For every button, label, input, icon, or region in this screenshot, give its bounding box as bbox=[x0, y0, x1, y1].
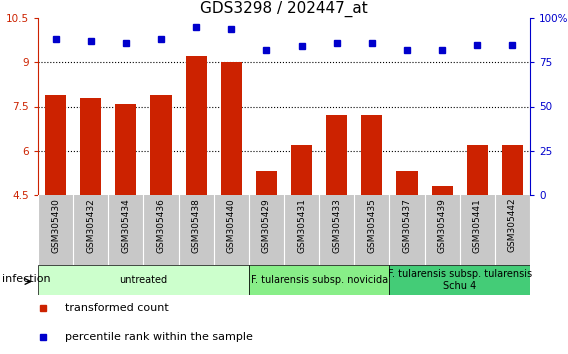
Text: GSM305431: GSM305431 bbox=[297, 198, 306, 253]
Bar bbox=[326, 115, 347, 195]
Bar bbox=[80, 98, 101, 195]
Bar bbox=[396, 171, 417, 195]
Bar bbox=[502, 145, 523, 195]
Bar bbox=[186, 56, 207, 195]
Text: transformed count: transformed count bbox=[65, 303, 169, 313]
Bar bbox=[45, 95, 66, 195]
Bar bbox=[432, 186, 453, 195]
Text: GSM305434: GSM305434 bbox=[122, 198, 131, 252]
Bar bbox=[467, 145, 488, 195]
Text: GSM305440: GSM305440 bbox=[227, 198, 236, 252]
Bar bbox=[151, 95, 172, 195]
Bar bbox=[38, 265, 249, 295]
Text: GSM305436: GSM305436 bbox=[157, 198, 165, 253]
Text: untreated: untreated bbox=[119, 275, 168, 285]
Text: GSM305442: GSM305442 bbox=[508, 198, 517, 252]
Text: GSM305437: GSM305437 bbox=[403, 198, 411, 253]
Bar bbox=[390, 265, 530, 295]
Text: F. tularensis subsp. tularensis
Schu 4: F. tularensis subsp. tularensis Schu 4 bbox=[387, 269, 532, 291]
Text: GSM305432: GSM305432 bbox=[86, 198, 95, 252]
Bar bbox=[256, 171, 277, 195]
Text: GSM305435: GSM305435 bbox=[367, 198, 377, 253]
Text: GSM305439: GSM305439 bbox=[437, 198, 446, 253]
Text: percentile rank within the sample: percentile rank within the sample bbox=[65, 332, 253, 342]
Text: F. tularensis subsp. novicida: F. tularensis subsp. novicida bbox=[250, 275, 388, 285]
Bar bbox=[249, 265, 390, 295]
Text: GSM305430: GSM305430 bbox=[51, 198, 60, 253]
Text: infection: infection bbox=[2, 274, 51, 284]
Bar bbox=[291, 145, 312, 195]
Title: GDS3298 / 202447_at: GDS3298 / 202447_at bbox=[200, 0, 368, 17]
Bar bbox=[221, 62, 242, 195]
Text: GSM305433: GSM305433 bbox=[332, 198, 341, 253]
Bar bbox=[115, 104, 136, 195]
Text: GSM305429: GSM305429 bbox=[262, 198, 271, 252]
Bar bbox=[361, 115, 382, 195]
Text: GSM305438: GSM305438 bbox=[191, 198, 201, 253]
Text: GSM305441: GSM305441 bbox=[473, 198, 482, 252]
